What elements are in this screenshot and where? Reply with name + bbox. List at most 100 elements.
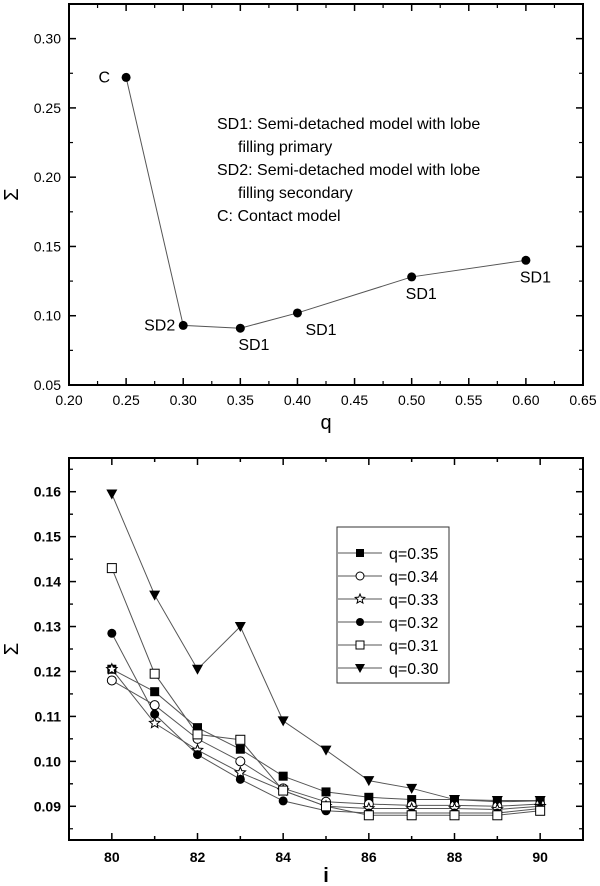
open-square-marker-icon — [406, 810, 417, 821]
top-y-tick-label: 0.25 — [34, 100, 61, 116]
markers-q=0.31 — [106, 563, 546, 821]
bottom-y-tick-label: 0.14 — [34, 574, 61, 590]
bottom-x-tick-label: 84 — [275, 849, 291, 865]
open-square-marker-icon — [192, 729, 203, 740]
bottom-x-tick-label: 82 — [190, 849, 206, 865]
bottom-panel: 80 82 84 86 88 90 0.09 0.10 0.11 0.12 0.13 0.14 0.15… — [1, 457, 584, 886]
model-legend-text: filling primary — [238, 139, 332, 156]
filled-down-triangle-marker-icon — [406, 783, 418, 794]
top-y-tick-label: 0.20 — [34, 169, 61, 185]
filled-down-triangle-marker-icon — [355, 664, 365, 673]
filled-down-triangle-marker-icon — [534, 795, 546, 806]
bottom-x-axis-title: i — [323, 865, 329, 886]
legend-label: q=0.33 — [389, 592, 438, 609]
open-star-marker-icon — [354, 592, 366, 605]
bottom-y-tick-label: 0.12 — [34, 663, 61, 679]
model-legend-text: SD2: Semi-detached model with lobe — [217, 162, 480, 179]
filled-down-triangle-marker-icon — [149, 590, 161, 601]
filled-circle-marker-icon — [292, 308, 302, 318]
open-square-marker-icon — [492, 810, 503, 821]
point-label: C — [99, 69, 111, 86]
legend-item: q=0.35 — [338, 546, 438, 563]
filled-circle-marker-icon — [407, 272, 417, 282]
series-q=0.32 — [111, 633, 541, 814]
bottom-y-tick-label: 0.15 — [34, 529, 61, 545]
filled-down-triangle-marker-icon — [277, 716, 289, 727]
point-label: SD2 — [144, 317, 175, 334]
filled-circle-marker-icon — [521, 255, 531, 265]
bottom-y-axis-title: Σ — [1, 643, 23, 655]
markers-q=0.35 — [107, 664, 545, 807]
filled-circle-marker-icon — [193, 750, 202, 760]
bottom-y-tick-label: 0.10 — [34, 753, 61, 769]
top-y-tick-label: 0.30 — [34, 31, 61, 47]
top-panel: 0.20 0.25 0.30 0.35 0.40 0.45 0.50 0.55 0.60 0.65… — [1, 3, 597, 434]
filled-circle-marker-icon — [278, 796, 288, 806]
legend-label: q=0.31 — [389, 638, 438, 655]
top-y-tick-label: 0.05 — [34, 377, 61, 393]
open-square-marker-icon — [449, 810, 460, 821]
top-x-tick-label: 0.35 — [227, 392, 254, 408]
filled-down-triangle-marker-icon — [106, 489, 118, 500]
series-q=0.35 — [111, 668, 541, 803]
open-square-marker-icon — [363, 810, 374, 821]
open-square-marker-icon — [149, 668, 160, 679]
filled-circle-marker-icon — [356, 618, 364, 626]
filled-circle-marker-icon — [121, 72, 131, 82]
open-square-marker-icon — [106, 563, 117, 574]
filled-down-triangle-marker-icon — [491, 795, 503, 806]
point-label: SD1 — [305, 322, 336, 339]
open-square-marker-icon — [278, 785, 289, 796]
open-circle-marker-icon — [235, 756, 246, 767]
filled-down-triangle-marker-icon — [320, 745, 332, 756]
filled-square-marker-icon — [278, 771, 288, 781]
filled-square-marker-icon — [321, 787, 331, 797]
top-x-tick-label: 0.55 — [455, 392, 482, 408]
top-x-tick-label: 0.45 — [341, 392, 368, 408]
open-square-marker-icon — [235, 734, 246, 745]
top-y-tick-label: 0.10 — [34, 308, 61, 324]
open-star-marker-icon — [148, 716, 162, 729]
open-circle-marker-icon — [106, 675, 117, 686]
open-circle-marker-icon — [355, 571, 365, 581]
filled-circle-marker-icon — [107, 628, 117, 638]
legend: q=0.35 q=0.34 q=0.33 q=0.32 q=0.31 q=0.30 — [336, 526, 450, 684]
bottom-x-tick-label: 90 — [532, 849, 548, 865]
point-label: SD1 — [520, 269, 551, 286]
legend-label: q=0.32 — [389, 615, 438, 632]
top-x-tick-label: 0.65 — [569, 392, 596, 408]
filled-down-triangle-marker-icon — [363, 776, 375, 787]
filled-square-marker-icon — [356, 549, 364, 557]
filled-square-marker-icon — [150, 687, 160, 697]
filled-circle-marker-icon — [235, 774, 245, 784]
open-square-marker-icon — [321, 801, 331, 812]
filled-down-triangle-marker-icon — [449, 795, 460, 806]
filled-circle-marker-icon — [235, 323, 245, 333]
model-legend-text: SD1: Semi-detached model with lobe — [217, 116, 480, 133]
bottom-y-tick-label: 0.11 — [35, 708, 62, 724]
bottom-y-tick-label: 0.16 — [34, 484, 61, 500]
top-x-tick-label: 0.30 — [170, 392, 197, 408]
open-square-marker-icon — [355, 640, 365, 650]
top-x-tick-label: 0.25 — [112, 392, 139, 408]
bottom-y-tick-label: 0.09 — [34, 798, 61, 814]
filled-square-marker-icon — [364, 792, 374, 802]
series-q=0.31 — [111, 567, 541, 816]
top-x-tick-label: 0.20 — [55, 392, 82, 408]
bottom-y-tick-label: 0.13 — [34, 619, 61, 635]
filled-down-triangle-marker-icon — [192, 664, 203, 675]
top-x-tick-label: 0.40 — [284, 392, 311, 408]
filled-square-marker-icon — [235, 744, 245, 754]
top-x-axis-title: q — [320, 412, 331, 434]
model-legend-text: C: Contact model — [217, 208, 341, 225]
bottom-x-tick-label: 86 — [361, 849, 377, 865]
filled-circle-marker-icon — [150, 709, 160, 719]
filled-circle-marker-icon — [178, 320, 188, 330]
legend-label: q=0.35 — [389, 546, 438, 563]
legend-label: q=0.34 — [389, 569, 438, 586]
filled-square-marker-icon — [407, 795, 417, 805]
filled-square-marker-icon — [193, 723, 202, 733]
bottom-x-tick-label: 80 — [104, 849, 120, 865]
top-y-axis-title: Σ — [1, 188, 23, 200]
